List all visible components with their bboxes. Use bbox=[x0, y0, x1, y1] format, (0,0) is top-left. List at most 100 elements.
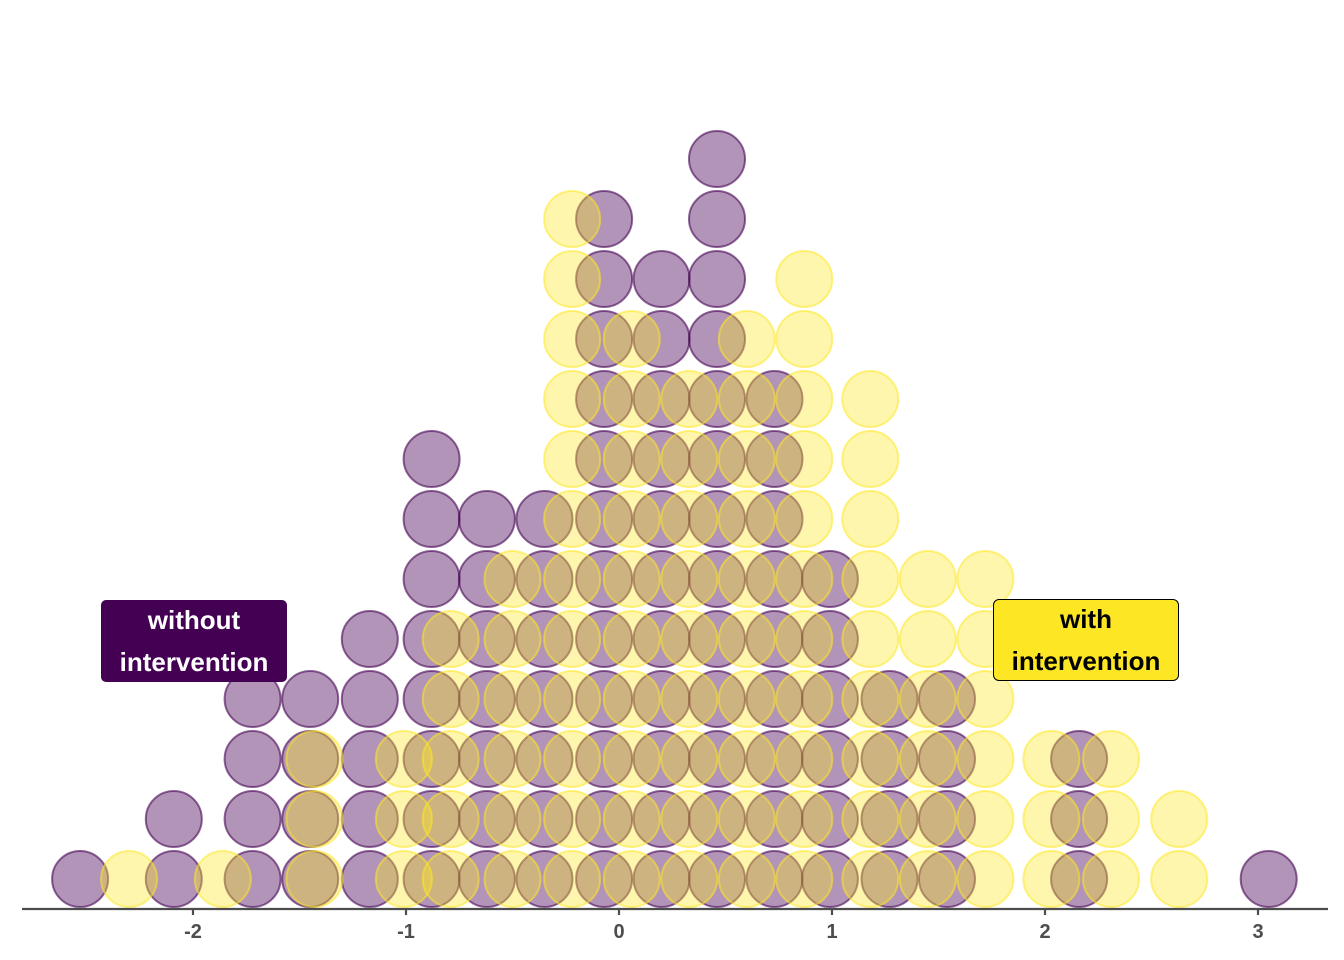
dot-with-intervention bbox=[543, 610, 602, 668]
dot-with-intervention bbox=[421, 610, 480, 668]
dot-with-intervention bbox=[1022, 790, 1081, 848]
dot-with-intervention bbox=[660, 490, 719, 548]
without-intervention-label: without intervention bbox=[101, 600, 287, 682]
dot-with-intervention bbox=[775, 670, 834, 728]
dots-layer bbox=[51, 130, 1298, 908]
dot-with-intervention bbox=[775, 610, 834, 668]
dot-without-intervention bbox=[457, 850, 516, 908]
dot-with-intervention bbox=[775, 850, 834, 908]
dot-with-intervention bbox=[602, 610, 661, 668]
dot-without-intervention bbox=[457, 730, 516, 788]
dot-with-intervention bbox=[421, 790, 480, 848]
dot-without-intervention bbox=[457, 550, 516, 608]
dot-with-intervention bbox=[543, 670, 602, 728]
dot-with-intervention bbox=[841, 850, 900, 908]
dot-with-intervention bbox=[602, 310, 661, 368]
dot-with-intervention bbox=[775, 310, 834, 368]
dot-with-intervention bbox=[543, 850, 602, 908]
dot-with-intervention bbox=[775, 550, 834, 608]
dot-with-intervention bbox=[374, 790, 433, 848]
dot-without-intervention bbox=[457, 790, 516, 848]
dot-without-intervention bbox=[457, 490, 516, 548]
dot-with-intervention bbox=[602, 430, 661, 488]
x-tick-label: -2 bbox=[184, 921, 202, 943]
dot-with-intervention bbox=[717, 490, 776, 548]
dot-with-intervention bbox=[717, 550, 776, 608]
dot-with-intervention bbox=[543, 250, 602, 308]
dot-without-intervention bbox=[51, 850, 110, 908]
dot-with-intervention bbox=[898, 610, 957, 668]
with-intervention-label: with intervention bbox=[993, 599, 1179, 681]
dot-with-intervention bbox=[841, 430, 900, 488]
dot-with-intervention bbox=[660, 670, 719, 728]
dot-with-intervention bbox=[483, 850, 542, 908]
dot-with-intervention bbox=[841, 610, 900, 668]
x-tick-label: 2 bbox=[1039, 921, 1050, 943]
dot-without-intervention bbox=[575, 190, 634, 248]
dot-with-intervention bbox=[483, 790, 542, 848]
dot-with-intervention bbox=[841, 730, 900, 788]
dot-with-intervention bbox=[956, 730, 1015, 788]
dot-with-intervention bbox=[898, 550, 957, 608]
dot-without-intervention bbox=[800, 670, 859, 728]
dot-without-intervention bbox=[402, 550, 461, 608]
without-label-line2: intervention bbox=[119, 647, 269, 677]
dot-without-intervention bbox=[688, 250, 746, 308]
dot-with-intervention bbox=[543, 370, 602, 428]
dot-with-intervention bbox=[717, 790, 776, 848]
dot-with-intervention bbox=[421, 850, 480, 908]
dot-with-intervention bbox=[100, 850, 159, 908]
with-label-line1: with bbox=[1059, 604, 1112, 634]
dot-with-intervention bbox=[543, 550, 602, 608]
x-tick-label: -1 bbox=[397, 921, 415, 943]
dot-with-intervention bbox=[602, 850, 661, 908]
x-tick-label: 3 bbox=[1252, 921, 1263, 943]
dot-without-intervention bbox=[144, 790, 203, 848]
dot-without-intervention bbox=[800, 790, 859, 848]
dot-with-intervention bbox=[483, 550, 542, 608]
dot-with-intervention bbox=[602, 670, 661, 728]
dot-with-intervention bbox=[483, 610, 542, 668]
dot-with-intervention bbox=[602, 490, 661, 548]
dot-with-intervention bbox=[285, 850, 344, 908]
dot-without-intervention bbox=[688, 190, 746, 248]
x-axis-ticks: -2 -1 0 1 2 3 bbox=[184, 909, 1264, 943]
dot-without-intervention bbox=[402, 430, 461, 488]
dot-without-intervention bbox=[800, 610, 859, 668]
dot-without-intervention bbox=[688, 310, 746, 368]
dot-with-intervention bbox=[775, 370, 834, 428]
dot-without-intervention bbox=[340, 610, 399, 668]
dot-with-intervention bbox=[421, 730, 480, 788]
dot-without-intervention bbox=[688, 130, 746, 188]
dot-with-intervention bbox=[717, 730, 776, 788]
dot-with-intervention bbox=[543, 190, 602, 248]
dot-with-intervention bbox=[660, 370, 719, 428]
dot-with-intervention bbox=[841, 370, 900, 428]
dot-with-intervention bbox=[717, 310, 776, 368]
dot-with-intervention bbox=[841, 790, 900, 848]
dot-with-intervention bbox=[775, 430, 834, 488]
dot-with-intervention bbox=[1082, 730, 1140, 788]
dot-with-intervention bbox=[956, 790, 1015, 848]
x-tick-label: 0 bbox=[613, 921, 624, 943]
dot-without-intervention bbox=[800, 850, 859, 908]
dot-with-intervention bbox=[898, 730, 957, 788]
dot-with-intervention bbox=[898, 670, 957, 728]
dot-with-intervention bbox=[660, 550, 719, 608]
dot-with-intervention bbox=[602, 370, 661, 428]
dot-with-intervention bbox=[717, 430, 776, 488]
x-tick-label: 1 bbox=[826, 921, 837, 943]
dot-with-intervention bbox=[717, 610, 776, 668]
dot-with-intervention bbox=[602, 790, 661, 848]
dot-with-intervention bbox=[775, 250, 834, 308]
dot-with-intervention bbox=[717, 850, 776, 908]
dot-with-intervention bbox=[717, 370, 776, 428]
dot-with-intervention bbox=[956, 550, 1015, 608]
dot-with-intervention bbox=[543, 790, 602, 848]
dot-with-intervention bbox=[602, 550, 661, 608]
dot-with-intervention bbox=[543, 490, 602, 548]
dot-with-intervention bbox=[421, 670, 480, 728]
dot-with-intervention bbox=[543, 730, 602, 788]
without-label-line1: without bbox=[147, 605, 241, 635]
